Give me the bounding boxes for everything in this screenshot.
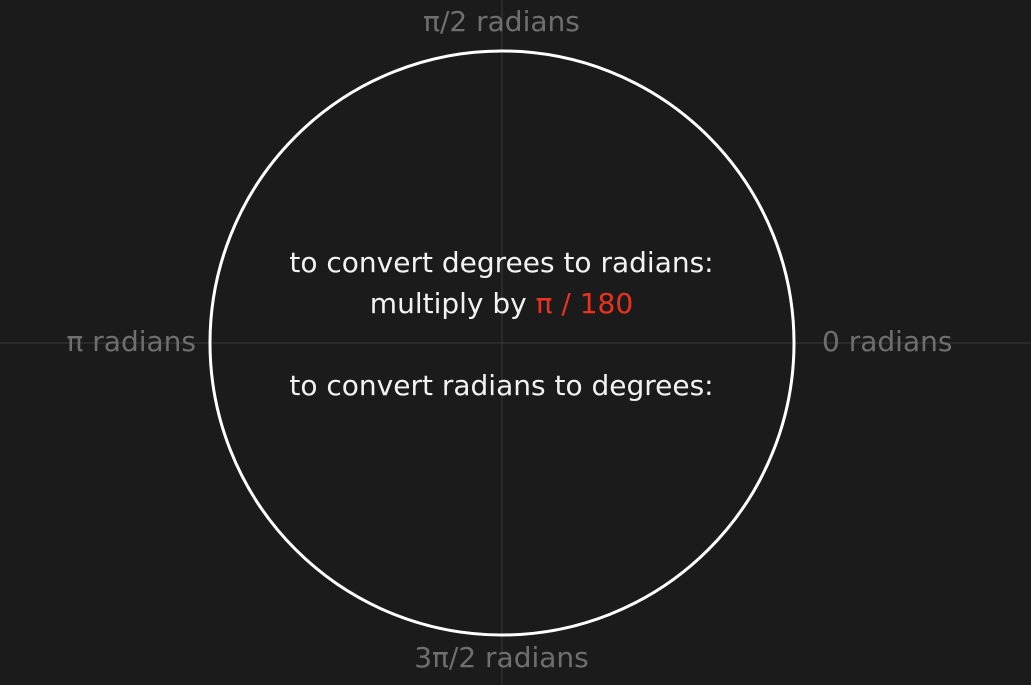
deg-to-rad-prefix: multiply by — [369, 287, 527, 320]
deg-to-rad-heading: to convert degrees to radians: — [289, 246, 714, 279]
deg-to-rad-factor: π / 180 — [535, 287, 634, 320]
unit-circle — [208, 49, 796, 637]
label-pi-over-2: π/2 radians — [423, 5, 580, 38]
label-zero: 0 radians — [822, 325, 953, 358]
deg-to-rad-formula: multiply by π / 180 — [0, 290, 1003, 318]
label-3pi-over-2: 3π/2 radians — [414, 641, 589, 674]
rad-to-deg-heading: to convert radians to degrees: — [289, 369, 714, 402]
label-pi: π radians — [66, 325, 196, 358]
